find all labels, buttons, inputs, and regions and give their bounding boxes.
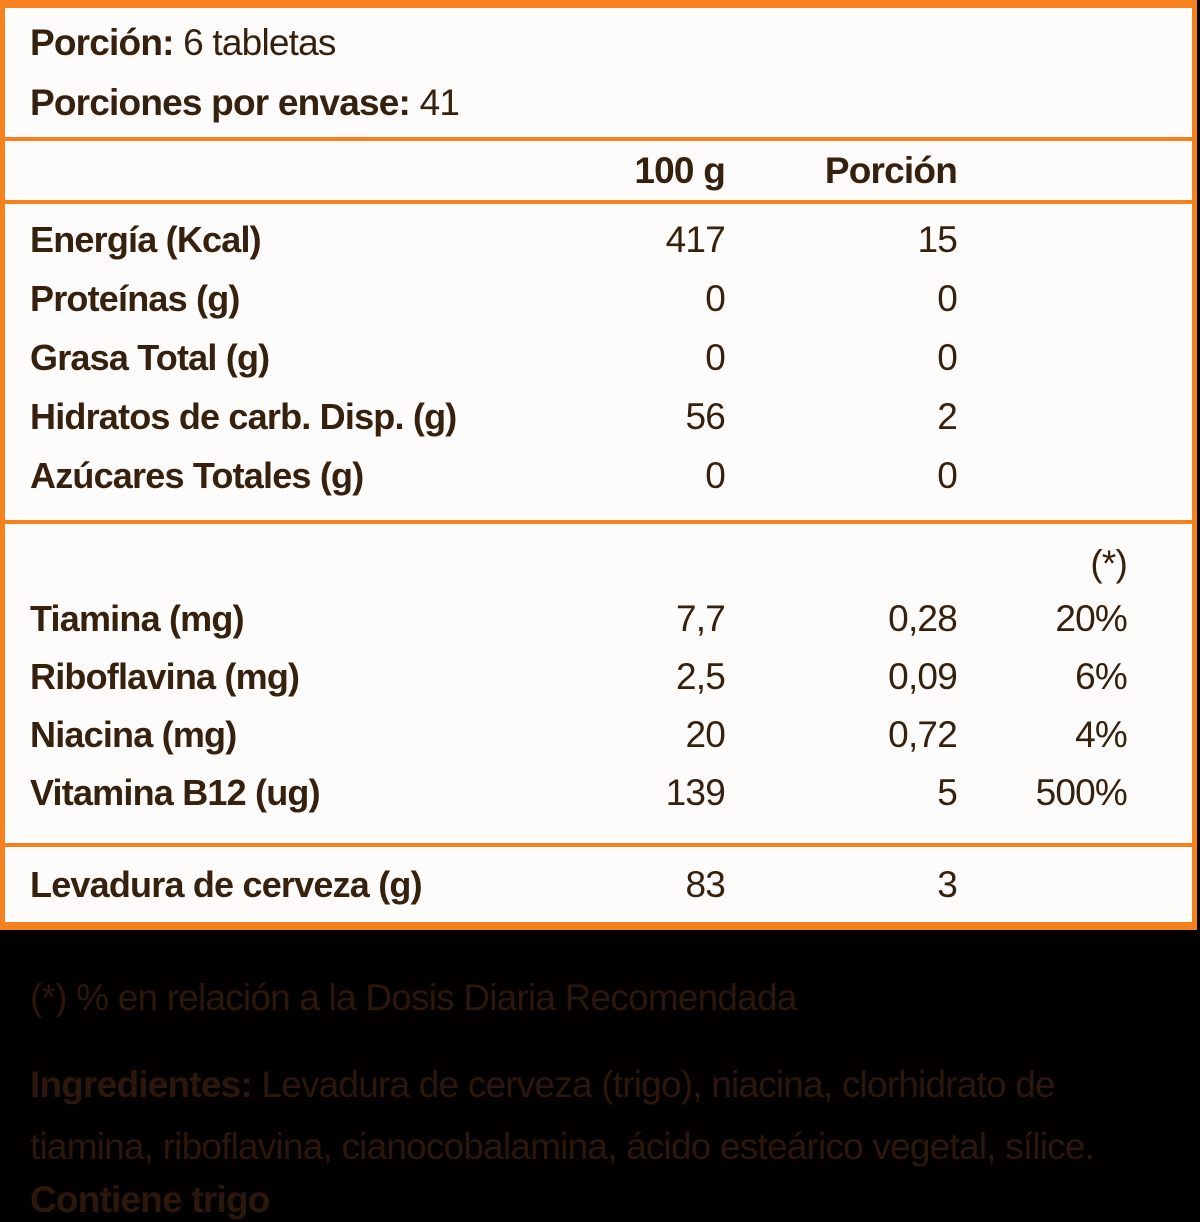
row-label: Energía (Kcal): [30, 218, 262, 260]
divider: [5, 520, 1192, 524]
table-row-vitamina-b12: Vitamina B12 (ug) 139 5 500%: [5, 764, 1192, 822]
table-row-grasa-total: Grasa Total (g) 0 0: [5, 328, 1192, 387]
row-label: Tiamina (mg): [30, 598, 245, 639]
servings-per-container-label: Porciones por envase:: [30, 82, 411, 123]
dv-header-row: (*): [5, 538, 1192, 590]
column-header-porcion: Porción: [824, 149, 958, 191]
row-value-porcion: 0,09: [888, 656, 958, 697]
table-row-niacina: Niacina (mg) 20 0,72 4%: [5, 706, 1192, 764]
row-value-porcion: 0: [937, 454, 958, 496]
serving-size-value: 6 tabletas: [183, 22, 336, 63]
row-label: Vitamina B12 (ug): [30, 772, 321, 813]
allergen-statement: Contiene trigo: [30, 1179, 270, 1220]
row-value-100g: 7,7: [675, 598, 726, 639]
footer-section: (*) % en relación a la Dosis Diaria Reco…: [0, 930, 1200, 1220]
row-value-100g: 2,5: [675, 656, 726, 697]
row-label: Azúcares Totales (g): [30, 454, 364, 496]
table-row-proteinas: Proteínas (g) 0 0: [5, 269, 1192, 328]
row-value-porcion: 0,72: [888, 714, 958, 755]
row-value-dv: 20%: [1055, 598, 1127, 639]
nutrition-facts-panel: Porción: 6 tabletas Porciones por envase…: [0, 0, 1197, 930]
servings-per-container-line: Porciones por envase: 41: [5, 73, 1192, 133]
row-value-100g: 417: [665, 218, 726, 260]
row-value-porcion: 15: [917, 218, 957, 260]
brewers-yeast-section: Levadura de cerveza (g) 83 3: [5, 847, 1192, 922]
ingredients-label: Ingredientes:: [30, 1064, 253, 1105]
row-value-dv: 6%: [1075, 656, 1128, 697]
row-value-porcion: 0,28: [888, 598, 958, 639]
macronutrients-section: Energía (Kcal) 417 15 Proteínas (g) 0 0 …: [5, 204, 1192, 520]
row-value-porcion: 5: [937, 772, 958, 813]
column-header-100g: 100 g: [634, 149, 725, 191]
table-row-azucares: Azúcares Totales (g) 0 0: [5, 446, 1192, 505]
divider: [5, 843, 1192, 847]
row-value-100g: 56: [685, 395, 725, 437]
row-value-porcion: 0: [937, 336, 958, 378]
column-header-row: 100 g Porción: [5, 141, 1192, 200]
table-row-riboflavina: Riboflavina (mg) 2,5 0,09 6%: [5, 648, 1192, 706]
divider: [5, 200, 1192, 204]
row-value-100g: 83: [685, 863, 725, 905]
row-value-100g: 139: [665, 772, 726, 813]
row-value-porcion: 0: [937, 277, 958, 319]
row-value-100g: 20: [685, 714, 725, 755]
row-value-porcion: 2: [937, 395, 958, 437]
row-label: Hidratos de carb. Disp. (g): [30, 395, 457, 437]
daily-value-footnote: (*) % en relación a la Dosis Diaria Reco…: [30, 977, 797, 1018]
row-value-100g: 0: [705, 277, 726, 319]
row-value-100g: 0: [705, 336, 726, 378]
row-value-100g: 0: [705, 454, 726, 496]
divider: [5, 137, 1192, 141]
row-label: Levadura de cerveza (g): [30, 863, 423, 905]
ingredients-paragraph: Ingredientes: Levadura de cerveza (trigo…: [30, 1054, 1170, 1178]
ingredients-list: Levadura de cerveza (trigo), niacina, cl…: [30, 1064, 1095, 1167]
table-row-energia: Energía (Kcal) 417 15: [5, 210, 1192, 269]
servings-per-container-value: 41: [419, 82, 460, 123]
row-label: Grasa Total (g): [30, 336, 270, 378]
table-row-tiamina: Tiamina (mg) 7,7 0,28 20%: [5, 590, 1192, 648]
table-row-levadura: Levadura de cerveza (g) 83 3: [5, 847, 1192, 922]
row-value-porcion: 3: [937, 863, 958, 905]
dv-header-asterisk: (*): [1090, 543, 1127, 584]
vitamins-section: (*) Tiamina (mg) 7,7 0,28 20% Riboflavin…: [5, 524, 1192, 843]
serving-size-line: Porción: 6 tabletas: [5, 13, 1192, 73]
row-label: Riboflavina (mg): [30, 656, 300, 697]
row-label: Proteínas (g): [30, 277, 240, 319]
table-row-hidratos: Hidratos de carb. Disp. (g) 56 2: [5, 387, 1192, 446]
row-value-dv: 500%: [1035, 772, 1128, 813]
serving-info-section: Porción: 6 tabletas Porciones por envase…: [5, 8, 1192, 137]
serving-size-label: Porción:: [30, 22, 174, 63]
row-value-dv: 4%: [1075, 714, 1128, 755]
row-label: Niacina (mg): [30, 714, 237, 755]
